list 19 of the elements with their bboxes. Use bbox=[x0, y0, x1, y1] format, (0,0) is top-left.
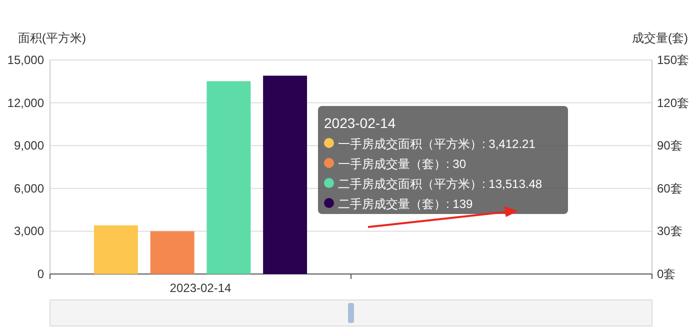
y2-tick-label: 60套 bbox=[657, 181, 682, 196]
annotation: 一手房成交面积（平方米）: 3,412.21 bbox=[338, 137, 536, 151]
annotation: 一手房成交量（套）: 30 bbox=[338, 157, 466, 171]
y-axis-title: 面积(平方米) bbox=[18, 31, 86, 45]
y2-axis-title: 成交量(套) bbox=[632, 31, 688, 45]
y2-tick-label: 30套 bbox=[657, 224, 682, 238]
y-tick-label: 3,000 bbox=[14, 224, 44, 238]
y2-tick-label: 120套 bbox=[657, 96, 690, 110]
annotation: 2023-02-14 bbox=[324, 115, 396, 131]
annotation: 二手房成交量（套）: 139 bbox=[338, 197, 474, 211]
annotation: 二手房成交面积（平方米）: 13,513.48 bbox=[338, 177, 542, 191]
y2-tick-label: 150套 bbox=[657, 53, 690, 67]
y2-tick-label: 90套 bbox=[657, 138, 682, 153]
y-tick-label: 12,000 bbox=[7, 96, 44, 110]
y-tick-label: 6,000 bbox=[14, 181, 44, 196]
y-tick-label: 0 bbox=[37, 267, 44, 281]
y-tick-label: 9,000 bbox=[14, 138, 44, 153]
y2-tick-label: 0套 bbox=[657, 267, 676, 281]
y-tick-label: 15,000 bbox=[7, 53, 44, 67]
